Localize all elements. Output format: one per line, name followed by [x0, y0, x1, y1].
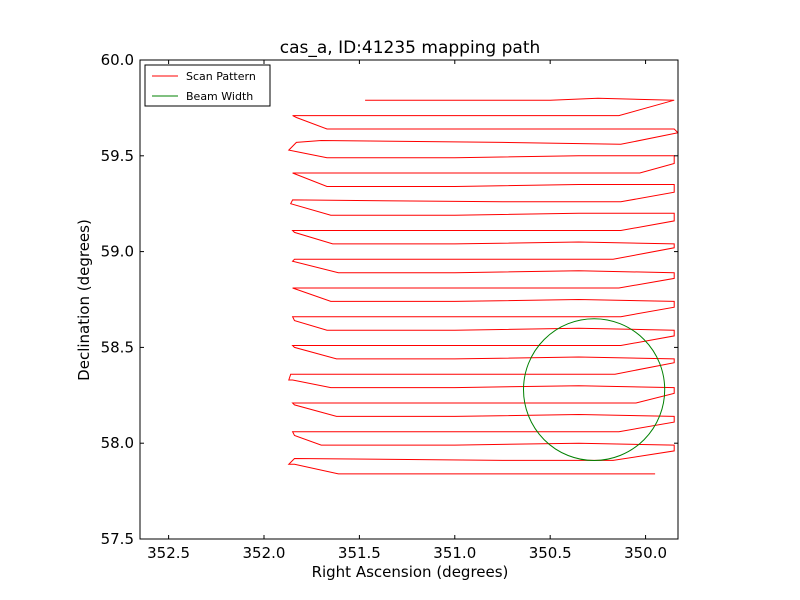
y-tick-label: 60.0	[101, 51, 134, 69]
y-tick-label: 59.5	[101, 147, 134, 165]
x-tick-label: 352.0	[243, 544, 286, 562]
y-tick-label: 58.5	[101, 338, 134, 356]
y-tick-label: 57.5	[101, 530, 134, 548]
x-tick-label: 350.0	[624, 544, 667, 562]
tick-layer: 352.5 352.0 351.5 351.0 350.5 350.0 57.5 58.0 58…	[101, 51, 678, 562]
y-tick-label: 58.0	[101, 434, 134, 452]
y-axis-label: Declination (degrees)	[75, 219, 93, 381]
x-tick-label: 352.5	[147, 544, 190, 562]
chart-title: cas_a, ID:41235 mapping path	[280, 38, 541, 58]
legend-label-scan-pattern: Scan Pattern	[186, 70, 256, 83]
x-tick-label: 351.0	[433, 544, 476, 562]
x-tick-label: 350.5	[529, 544, 572, 562]
series-line-0	[287, 97, 678, 475]
y-tick-label: 59.0	[101, 243, 134, 261]
legend: Scan Pattern Beam Width	[144, 64, 271, 107]
legend-box	[144, 64, 271, 107]
x-axis-label: Right Ascension (degrees)	[312, 563, 509, 581]
legend-label-beam-width: Beam Width	[186, 90, 253, 103]
plot-frame	[139, 59, 679, 540]
series-circle-1	[523, 318, 666, 462]
data-layer	[287, 97, 678, 475]
x-tick-label: 351.5	[338, 544, 381, 562]
